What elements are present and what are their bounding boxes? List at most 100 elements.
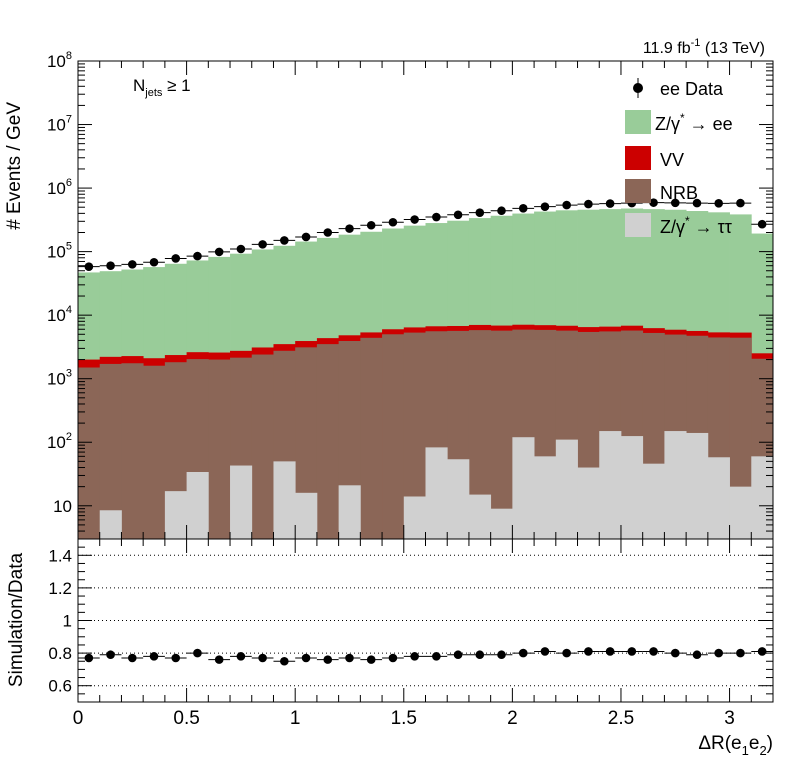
bar-ztt-24	[599, 431, 622, 539]
data-point-12	[345, 224, 354, 233]
legend-entry-data: ee Data	[633, 78, 724, 99]
y-tick-base-7: 10	[47, 52, 66, 71]
bar-nrb-15	[403, 332, 426, 539]
y-tick-base-1: 10	[47, 433, 66, 452]
ratio-gridlines	[78, 554, 773, 687]
y-tick-label-0: 10	[53, 497, 72, 516]
ratio-point-13	[366, 655, 376, 664]
legend-zee-sup: *	[680, 111, 685, 125]
legend-data-label: ee Data	[660, 79, 724, 99]
x-tick-label-1: 0.5	[173, 708, 199, 729]
y-tick-label-5: 106	[47, 177, 72, 198]
ratio-point-7	[236, 652, 246, 661]
ratio-point-30	[736, 648, 745, 658]
bar-nrb-8	[251, 354, 274, 539]
legend-zee-post: → ee	[685, 114, 733, 134]
lumi-energy: (13 TeV)	[700, 40, 765, 57]
bar-ztt-25	[620, 436, 644, 539]
legend-nrb-label: NRB	[660, 183, 698, 203]
data-point-28	[692, 198, 702, 208]
data-point-17	[453, 210, 463, 220]
data-point-21	[540, 202, 550, 211]
legend-data-marker	[633, 83, 643, 93]
y-tick-label-4: 105	[47, 241, 72, 262]
bar-nrb-10	[295, 347, 318, 539]
data-point-16	[432, 212, 441, 222]
y-tick-exp-7: 8	[66, 50, 72, 62]
ratio-panel-axes: 0.6 0.8 1 1.2 1.4 0 0.5 1 1.5 2 2.5 3	[48, 538, 774, 729]
data-point-0	[84, 262, 94, 271]
bar-ztt-9	[273, 461, 296, 539]
y-tick-label-2: 103	[47, 368, 72, 389]
y-tick-exp-2: 3	[66, 368, 72, 380]
y-tick-label-7: 108	[47, 50, 72, 71]
data-points	[78, 198, 773, 271]
x-tick-label-2: 1	[290, 708, 301, 729]
x-title-part2: e	[749, 733, 760, 754]
y-tick-base-4: 10	[47, 243, 66, 262]
ratio-point-4	[171, 653, 181, 663]
legend-ztt-label: Z/γ* → ττ	[660, 214, 732, 237]
y-tick-label-3: 104	[47, 304, 72, 325]
data-point-26	[649, 198, 658, 207]
ratio-point-15	[410, 652, 419, 661]
data-point-27	[670, 198, 680, 208]
ratio-point-8	[258, 653, 267, 663]
legend-zee-pre: Z/γ	[655, 114, 680, 134]
stacked-histogram	[78, 208, 774, 540]
legend-entry-vv: VV	[625, 146, 684, 170]
ratio-point-28	[692, 650, 702, 660]
ratio-point-18	[475, 650, 485, 660]
y-axis-title: # Events / GeV	[4, 102, 25, 230]
data-point-30	[736, 198, 745, 208]
njets-N: N	[133, 76, 145, 95]
data-point-13	[366, 220, 376, 230]
x-title-sub2: 2	[759, 743, 766, 758]
data-point-29	[714, 199, 724, 208]
ratio-point-19	[497, 650, 506, 660]
bar-ztt-5	[186, 472, 209, 539]
data-point-7	[236, 244, 246, 254]
bar-ztt-22	[555, 439, 578, 539]
x-axis-title: ΔR(e1e2)	[698, 733, 773, 758]
ratio-point-16	[432, 652, 441, 661]
data-point-20	[518, 204, 528, 213]
bar-ztt-31	[751, 456, 774, 539]
bar-nrb-14	[382, 334, 405, 539]
x-tick-label-0: 0	[73, 708, 84, 729]
ratio-point-14	[388, 653, 398, 663]
y-tick-exp-6: 7	[66, 114, 72, 126]
data-point-23	[584, 199, 593, 209]
bar-ztt-15	[403, 496, 426, 539]
bar-ztt-19	[490, 508, 513, 539]
data-point-10	[301, 232, 311, 242]
njets-annotation: Njets ≥ 1	[133, 76, 191, 99]
ratio-y-tick-label-2: 1	[63, 612, 72, 631]
x-tick-label-6: 3	[724, 708, 735, 729]
y-tick-exp-5: 6	[66, 177, 72, 189]
ratio-point-2	[127, 653, 137, 663]
lumi-main: 11.9 fb	[643, 40, 691, 57]
bar-ztt-30	[729, 486, 752, 539]
bar-ztt-27	[664, 431, 687, 539]
x-tick-label-5: 2.5	[608, 708, 634, 729]
y-tick-exp-4: 5	[66, 241, 72, 253]
data-point-19	[497, 206, 506, 216]
ratio-point-31	[757, 647, 767, 656]
ratio-point-22	[562, 648, 571, 658]
legend-ztt-sup: *	[685, 214, 690, 228]
bar-ztt-23	[577, 467, 600, 539]
bar-nrb-1	[99, 363, 122, 539]
ratio-y-tick-label-0: 0.6	[48, 677, 72, 696]
njets-subscript: jets	[144, 87, 163, 99]
ratio-y-axis-title: Simulation/Data	[6, 553, 27, 688]
legend: ee Data Z/γ* → ee VV NRB Z/γ* → ττ	[625, 78, 733, 237]
legend-zee-swatch	[625, 110, 651, 134]
bar-ztt-20	[512, 437, 535, 539]
bar-nrb-2	[121, 363, 144, 539]
legend-entry-nrb: NRB	[625, 179, 698, 203]
legend-vv-label: VV	[660, 150, 684, 170]
